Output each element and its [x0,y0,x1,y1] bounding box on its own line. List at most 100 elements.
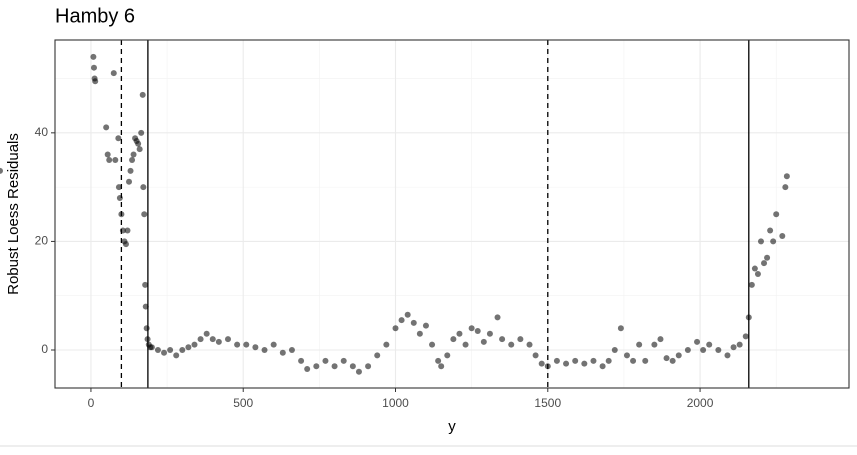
point [623,352,630,359]
point [279,349,286,356]
point [322,357,329,364]
point [462,341,469,348]
point [261,346,268,353]
point [724,352,731,359]
point [651,341,658,348]
plot-border [54,39,850,389]
point [167,346,174,353]
point [143,325,150,332]
point [110,70,117,77]
point [92,78,99,85]
point [203,330,210,337]
y-tick-label: 0 [41,342,48,356]
point [715,346,722,353]
point [115,135,122,142]
point [675,352,682,359]
point [215,338,222,345]
point [90,64,97,71]
point [581,360,588,367]
point [0,167,3,174]
point [139,91,146,98]
point [365,363,372,370]
point [694,338,701,345]
point [383,341,390,348]
point [767,227,774,234]
point [374,352,381,359]
point [757,238,764,245]
point [783,173,790,180]
point [748,281,755,288]
point [700,346,707,353]
x-tick-label: 1500 [534,396,561,410]
point [499,336,506,343]
point [140,184,147,191]
point [410,319,417,326]
point [135,140,142,147]
point [773,211,780,218]
point [331,363,338,370]
point [304,365,311,372]
point [154,346,161,353]
point [553,357,560,364]
point [486,330,493,337]
point [429,341,436,348]
point [751,265,758,272]
point [404,311,411,318]
point [142,281,149,288]
point [642,357,649,364]
point [349,363,356,370]
point [663,355,670,362]
point [392,325,399,332]
point [129,156,136,163]
point [288,346,295,353]
x-tick-label: 1000 [382,396,409,410]
point [126,178,133,185]
point [115,184,122,191]
point [572,357,579,364]
point [130,151,137,158]
point [480,338,487,345]
point [122,241,129,248]
point [508,341,515,348]
point [355,368,362,375]
point [611,346,618,353]
point [779,232,786,239]
point [224,336,231,343]
point [252,344,259,351]
point [590,357,597,364]
x-tick-label: 0 [88,396,95,410]
point [313,363,320,370]
point [398,317,405,324]
point [761,260,768,267]
point [416,330,423,337]
x-axis-label: y [448,418,456,435]
point [104,151,111,158]
point [456,330,463,337]
point [234,341,241,348]
point [161,349,168,356]
point [138,129,145,136]
point [599,363,606,370]
point [136,146,143,153]
point [298,357,305,364]
point [124,227,131,234]
point [736,341,743,348]
point [438,363,445,370]
point [684,346,691,353]
point [730,344,737,351]
point [617,325,624,332]
point [468,325,475,332]
point [494,314,501,321]
point [103,124,110,131]
point [127,167,134,174]
point [112,156,119,163]
point [526,341,533,348]
point [270,341,277,348]
point [197,336,204,343]
point [185,344,192,351]
point [450,336,457,343]
point [209,336,216,343]
point [563,360,570,367]
x-tick-label: 500 [233,396,253,410]
